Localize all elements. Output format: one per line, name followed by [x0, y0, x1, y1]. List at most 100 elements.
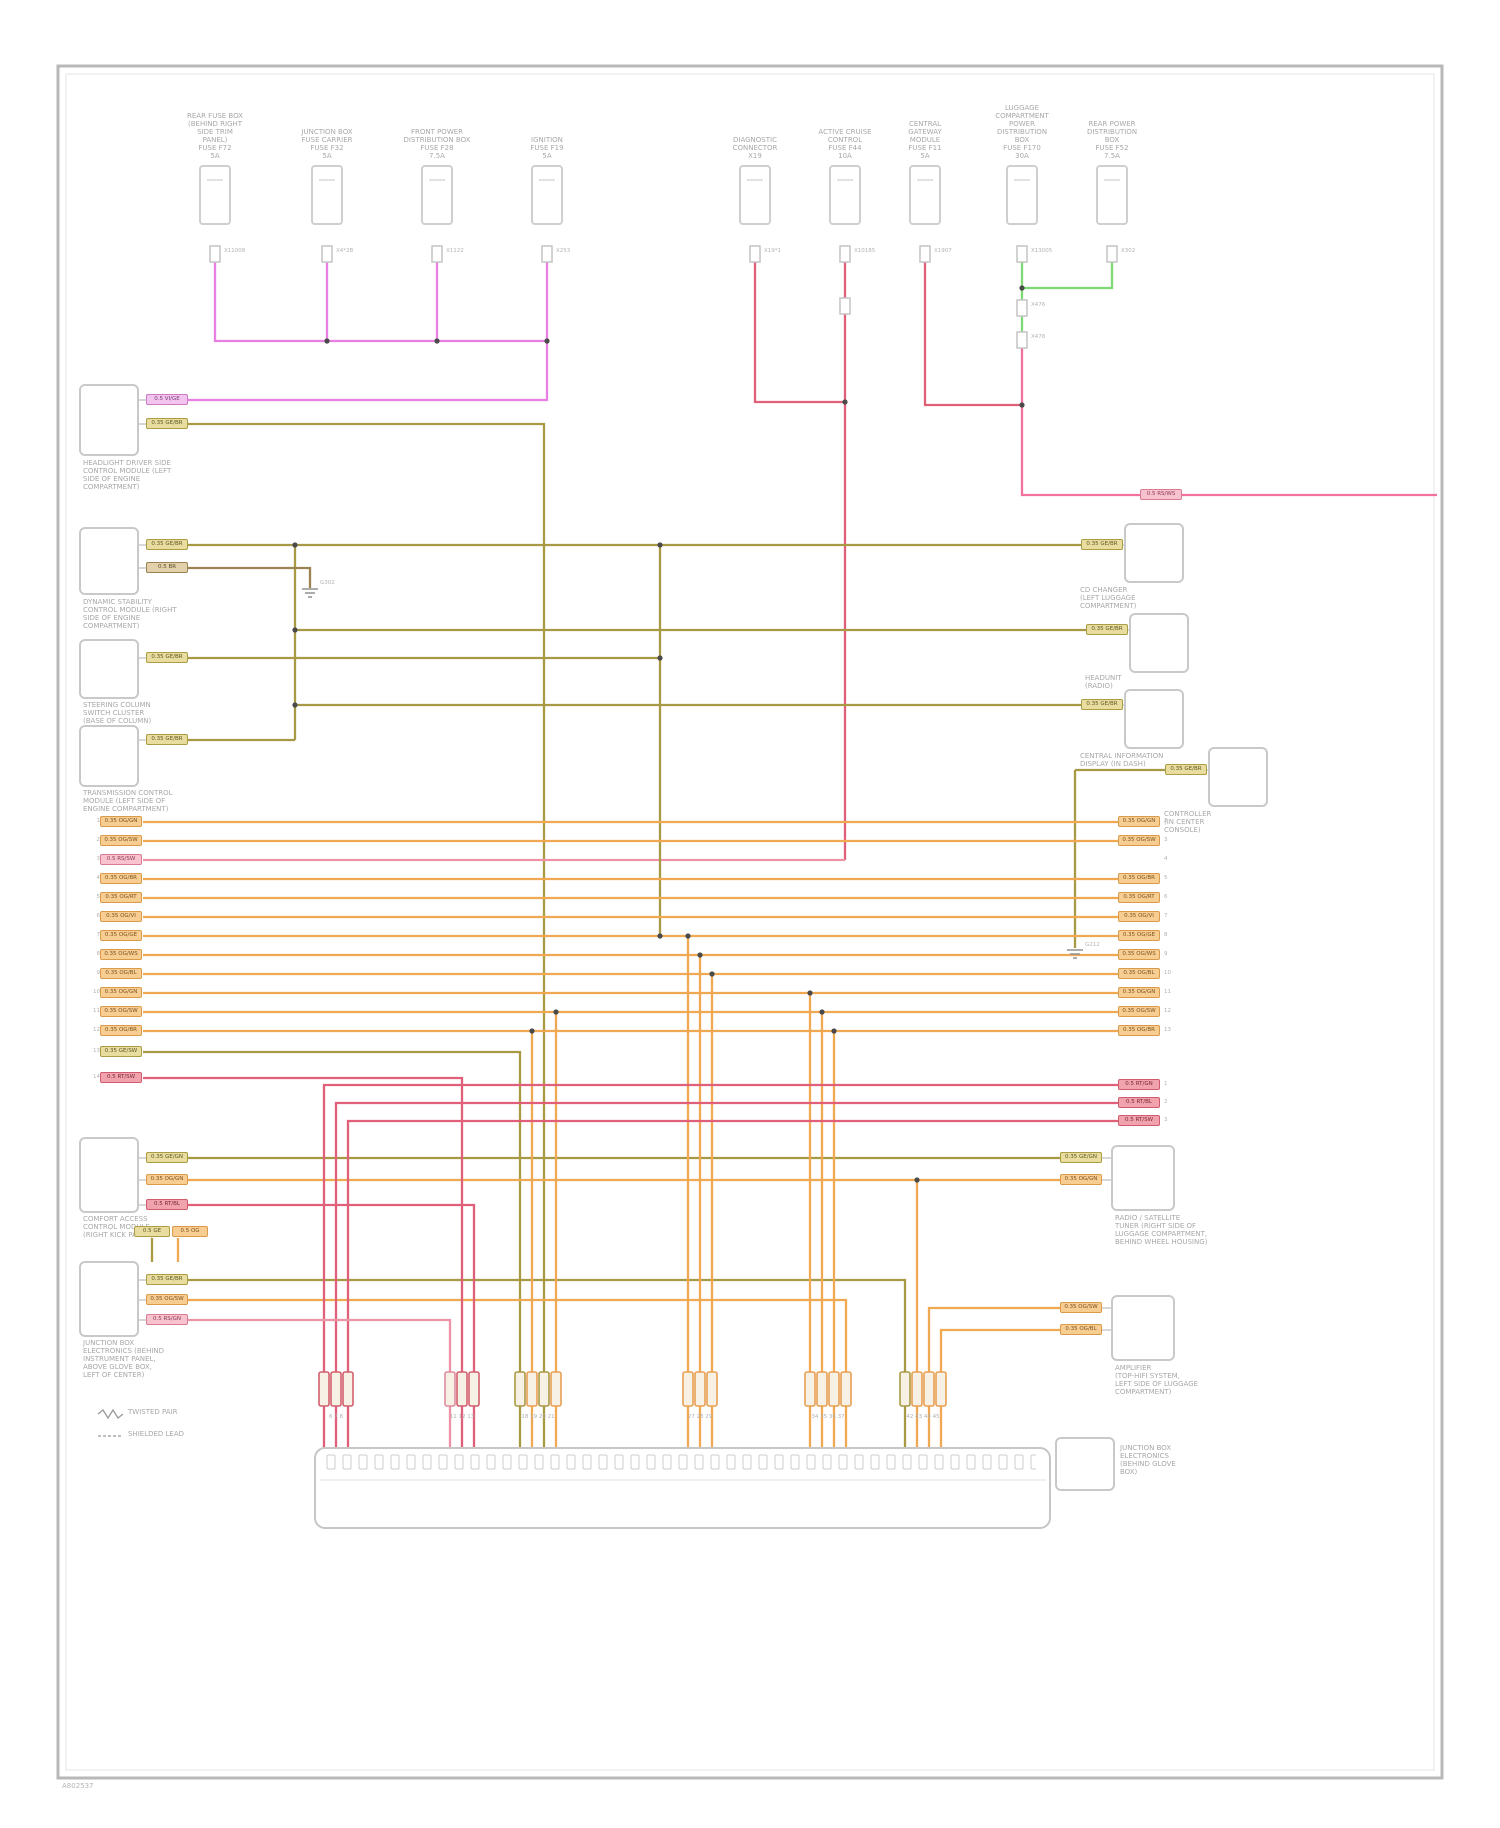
inline-connector-label: X4*2B	[336, 248, 354, 254]
module-box-r5	[1111, 1145, 1175, 1211]
wire-tag: 0.35 GE/BR	[1086, 624, 1128, 635]
wire-tag: 0.35 GE/BR	[146, 734, 188, 745]
bus-pin-number: 2	[1164, 1099, 1168, 1105]
module-caption-r1: CD CHANGER (LEFT LUGGAGE COMPARTMENT)	[1080, 586, 1137, 610]
wires	[143, 262, 1437, 1454]
wire-tag: 0.35 GE/BR	[1081, 699, 1123, 710]
ground-g212	[1067, 949, 1083, 959]
wire-tag: 0.5 VI/GE	[146, 394, 188, 405]
connector-label: FRONT POWER DISTRIBUTION BOX FUSE F28 7.5A	[403, 128, 471, 160]
module-box-r2	[1129, 613, 1189, 673]
pin-group-numbers: 11 12 13	[449, 1414, 475, 1420]
wire-tag: 0.35 GE/BR	[146, 652, 188, 663]
inline-connector-label: X19*1	[764, 248, 782, 254]
wire-tag: 0.35 OG/GE	[1118, 930, 1160, 941]
module-box-m1	[79, 384, 139, 456]
module-caption-r2: HEADUNIT (RADIO)	[1085, 674, 1122, 690]
wire-tag: 0.35 GE/SW	[100, 1046, 142, 1057]
magenta-wires	[188, 262, 549, 402]
bus-pin-number: 1	[1164, 1081, 1168, 1087]
inline-connector-label: X11008	[224, 248, 246, 254]
pin-group-numbers: 34 35 36 37	[811, 1414, 845, 1420]
strip-side-box	[1055, 1437, 1115, 1491]
wire-tag: 0.35 OG/RT	[100, 892, 142, 903]
module-box-m3	[79, 639, 139, 699]
module-caption-m6: JUNCTION BOX ELECTRONICS (BEHIND INSTRUMEN…	[83, 1339, 165, 1379]
inline-connector-label: X476	[1031, 302, 1046, 308]
module-box-m6	[79, 1261, 139, 1337]
wire-tag: 0.5 RS/WS	[1140, 489, 1182, 500]
wire-tag: 0.35 OG/GN	[1118, 816, 1160, 827]
ground-label: G302	[320, 580, 335, 586]
connector-label: LUGGAGE COMPARTMENT POWER DISTRIBUTION BOX FU…	[995, 104, 1049, 160]
inline-connector-label: X478	[1031, 334, 1046, 340]
module-box-r1	[1124, 523, 1184, 583]
wire-tag: 0.5 RT/GN	[1118, 1079, 1160, 1090]
legend-symbols	[97, 1408, 124, 1437]
ground-label: G212	[1085, 942, 1100, 948]
orange-drops	[176, 936, 1060, 1454]
olive-network	[143, 543, 1165, 1454]
inline-connector-label: X253	[556, 248, 571, 254]
module-box-m2	[79, 527, 139, 595]
connector-label: IGNITION FUSE F19 5A	[530, 136, 564, 160]
module-box-m5	[79, 1137, 139, 1213]
module-caption-r3: CENTRAL INFORMATION DISPLAY (IN DASH)	[1080, 752, 1164, 768]
pin-group-numbers: 27 28 29	[687, 1414, 713, 1420]
wire-tag: 0.5 RT/SW	[100, 1072, 142, 1083]
inline-connector-label: X302	[1121, 248, 1136, 254]
ground-g302	[302, 588, 318, 598]
wire-tag: 0.35 OG/SW	[100, 835, 142, 846]
module-caption-m2: DYNAMIC STABILITY CONTROL MODULE (RIGHT SI…	[83, 598, 177, 630]
inline-connector-label: X1122	[446, 248, 464, 254]
connector-label: DIAGNOSTIC CONNECTOR X19	[732, 136, 778, 160]
wire-tag: 0.35 GE/BR	[1081, 539, 1123, 550]
wire-tag: 0.35 OG/BL	[1118, 968, 1160, 979]
orange-bus	[143, 820, 1118, 1033]
olive-m1-wire	[188, 422, 546, 1372]
wire-tag: 0.35 OG/SW	[100, 1006, 142, 1017]
module-caption-r5: RADIO / SATELLITE TUNER (RIGHT SIDE OF LUG…	[1115, 1214, 1208, 1246]
connector-label: REAR POWER DISTRIBUTION BOX FUSE F52 7.5A	[1086, 120, 1138, 160]
wire-tag: 0.35 OG/BR	[1118, 873, 1160, 884]
module-caption-r6: AMPLIFIER (TOP-HIFI SYSTEM, LEFT SIDE OF L…	[1115, 1364, 1199, 1396]
wire-tag: 0.35 OG/BL	[1060, 1324, 1102, 1335]
legend-item: SHIELDED LEAD	[128, 1430, 185, 1438]
module-tag-stubs	[138, 399, 1209, 1331]
pink-right-wire	[1020, 348, 1437, 497]
wire-tag: 0.5 OG	[172, 1226, 208, 1237]
module-caption-m3: STEERING COLUMN SWITCH CLUSTER (BASE OF CO…	[83, 701, 152, 725]
wire-tag: 0.5 BR	[146, 562, 188, 573]
inline-connectors	[209, 245, 1118, 349]
wire-tag: 0.5 GE	[134, 1226, 170, 1237]
wire-tag: 0.35 OG/BL	[100, 968, 142, 979]
red-lower	[143, 1076, 1118, 1454]
connector-label: REAR FUSE BOX (BEHIND RIGHT SIDE TRIM PANEL…	[187, 112, 243, 160]
wire-tag: 0.5 RS/SW	[100, 854, 142, 865]
wire-tag: 0.35 GE/GN	[146, 1152, 188, 1163]
wire-tag: 0.5 RS/GN	[146, 1314, 188, 1325]
wire-tag: 0.35 OG/VI	[100, 911, 142, 922]
module-caption-m1: HEADLIGHT DRIVER SIDE CONTROL MODULE (LEF…	[83, 459, 172, 491]
wire-tag: 0.35 OG/VI	[1118, 911, 1160, 922]
wire-tag: 0.35 OG/GN	[1060, 1174, 1102, 1185]
inline-connector-label: X10185	[854, 248, 876, 254]
bus-pin-numbers-right: 2 3 4 5 6 7 8 9 10 11 12 13	[1164, 818, 1171, 1033]
wire-tag: 0.5 RT/BL	[1118, 1097, 1160, 1108]
module-caption-m4: TRANSMISSION CONTROL MODULE (LEFT SIDE OF…	[83, 789, 173, 813]
wire-tag: 0.35 OG/GN	[100, 816, 142, 827]
wire-tag: 0.35 OG/RT	[1118, 892, 1160, 903]
bottom-pin-groups	[318, 1371, 947, 1407]
module-box-r4	[1208, 747, 1268, 807]
pink-m6	[188, 1318, 452, 1454]
wire-tag: 0.35 OG/GN	[1118, 987, 1160, 998]
inline-connector-label: X13005	[1031, 248, 1053, 254]
wire-tag: 0.35 OG/GE	[100, 930, 142, 941]
wire-tag: 0.35 OG/SW	[1118, 835, 1160, 846]
footer-code: A802537	[62, 1782, 94, 1790]
legend-item: TWISTED PAIR	[128, 1408, 178, 1416]
wire-tag: 0.35 OG/SW	[146, 1294, 188, 1305]
wire-tag: 0.35 OG/WS	[1118, 949, 1160, 960]
wire-tag: 0.35 OG/BR	[1118, 1025, 1160, 1036]
